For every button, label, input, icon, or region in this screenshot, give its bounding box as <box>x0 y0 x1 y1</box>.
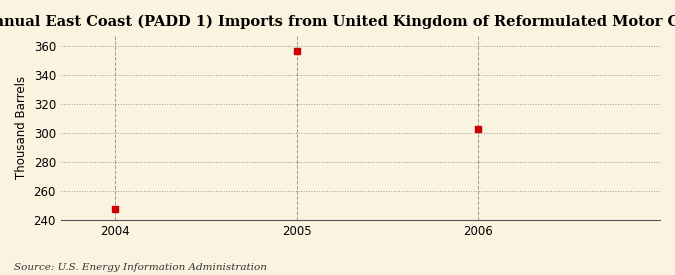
Point <box>473 127 484 131</box>
Y-axis label: Thousand Barrels: Thousand Barrels <box>15 76 28 179</box>
Point <box>110 206 121 211</box>
Point <box>292 48 302 53</box>
Text: Source: U.S. Energy Information Administration: Source: U.S. Energy Information Administ… <box>14 263 267 272</box>
Title: Annual East Coast (PADD 1) Imports from United Kingdom of Reformulated Motor Gas: Annual East Coast (PADD 1) Imports from … <box>0 15 675 29</box>
